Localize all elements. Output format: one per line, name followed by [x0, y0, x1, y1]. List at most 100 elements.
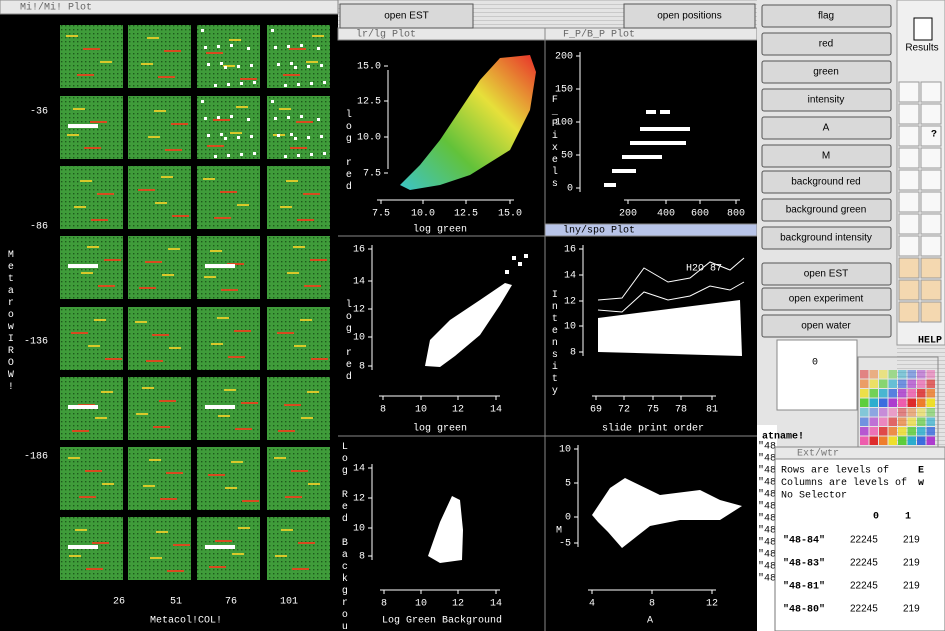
swatch[interactable] [927, 408, 936, 417]
swatch[interactable] [908, 408, 917, 417]
spot-streak [225, 487, 237, 489]
swatch[interactable] [898, 389, 907, 398]
swatch[interactable] [889, 408, 898, 417]
swatch[interactable] [898, 380, 907, 389]
swatch[interactable] [908, 399, 917, 408]
swatch[interactable] [889, 380, 898, 389]
swatch[interactable] [898, 437, 907, 446]
tool[interactable] [921, 82, 941, 102]
swatch[interactable] [860, 408, 869, 417]
swatch[interactable] [917, 418, 926, 427]
tool[interactable] [899, 126, 919, 146]
tool[interactable] [921, 170, 941, 190]
swatch[interactable] [879, 437, 888, 446]
swatch[interactable] [908, 437, 917, 446]
swatch[interactable] [889, 437, 898, 446]
tool[interactable] [921, 104, 941, 124]
array-tile [60, 307, 123, 370]
swatch[interactable] [889, 427, 898, 436]
results-icon[interactable] [914, 18, 932, 40]
tool[interactable] [921, 258, 941, 278]
swatch[interactable] [879, 370, 888, 379]
swatch[interactable] [870, 418, 879, 427]
spot-streak [84, 147, 101, 149]
swatch[interactable] [870, 427, 879, 436]
swatch[interactable] [908, 370, 917, 379]
tool[interactable] [921, 236, 941, 256]
swatch[interactable] [898, 370, 907, 379]
swatch[interactable] [908, 418, 917, 427]
swatch[interactable] [879, 427, 888, 436]
tool[interactable] [921, 192, 941, 212]
flag-dot [307, 136, 310, 139]
swatch[interactable] [870, 399, 879, 408]
swatch[interactable] [860, 418, 869, 427]
swatch[interactable] [889, 418, 898, 427]
swatch[interactable] [917, 380, 926, 389]
swatch[interactable] [917, 389, 926, 398]
swatch[interactable] [917, 370, 926, 379]
swatch[interactable] [927, 437, 936, 446]
tool[interactable] [921, 302, 941, 322]
swatch[interactable] [860, 370, 869, 379]
spot-streak [238, 527, 250, 529]
swatch[interactable] [870, 389, 879, 398]
swatch[interactable] [927, 380, 936, 389]
swatch[interactable] [917, 399, 926, 408]
swatch[interactable] [889, 399, 898, 408]
help-button[interactable]: HELP [918, 336, 942, 347]
swatch[interactable] [927, 370, 936, 379]
swatch[interactable] [860, 399, 869, 408]
swatch[interactable] [879, 380, 888, 389]
x-tick-label: 101 [280, 597, 298, 608]
swatch[interactable] [860, 389, 869, 398]
button-label: open experiment [789, 294, 864, 305]
tool[interactable] [899, 280, 919, 300]
swatch[interactable] [870, 437, 879, 446]
tool[interactable] [921, 280, 941, 300]
swatch[interactable] [860, 427, 869, 436]
spot-streak [91, 219, 108, 221]
fragment-window [777, 340, 857, 410]
swatch[interactable] [917, 437, 926, 446]
swatch[interactable] [927, 427, 936, 436]
tool[interactable] [921, 214, 941, 234]
swatch[interactable] [870, 408, 879, 417]
swatch[interactable] [898, 399, 907, 408]
swatch[interactable] [860, 380, 869, 389]
tool[interactable] [899, 236, 919, 256]
tool[interactable] [899, 302, 919, 322]
flag-dot [201, 29, 204, 32]
swatch[interactable] [870, 370, 879, 379]
tool[interactable] [899, 258, 919, 278]
swatch[interactable] [927, 418, 936, 427]
swatch[interactable] [879, 399, 888, 408]
swatch[interactable] [870, 380, 879, 389]
spot-streak [293, 246, 305, 248]
tool[interactable] [921, 148, 941, 168]
tool[interactable] [899, 148, 919, 168]
swatch[interactable] [908, 380, 917, 389]
swatch[interactable] [917, 427, 926, 436]
swatch[interactable] [908, 389, 917, 398]
swatch[interactable] [927, 389, 936, 398]
swatch[interactable] [898, 418, 907, 427]
spot-streak [79, 496, 96, 498]
swatch[interactable] [879, 418, 888, 427]
tool[interactable] [899, 192, 919, 212]
swatch[interactable] [917, 408, 926, 417]
swatch[interactable] [889, 370, 898, 379]
swatch[interactable] [879, 408, 888, 417]
tool[interactable] [899, 214, 919, 234]
swatch[interactable] [879, 389, 888, 398]
swatch[interactable] [860, 437, 869, 446]
help-icon[interactable]: ? [931, 130, 937, 141]
tool[interactable] [899, 104, 919, 124]
swatch[interactable] [898, 427, 907, 436]
swatch[interactable] [908, 427, 917, 436]
swatch[interactable] [889, 389, 898, 398]
tool[interactable] [899, 82, 919, 102]
tool[interactable] [899, 170, 919, 190]
swatch[interactable] [927, 399, 936, 408]
swatch[interactable] [898, 408, 907, 417]
